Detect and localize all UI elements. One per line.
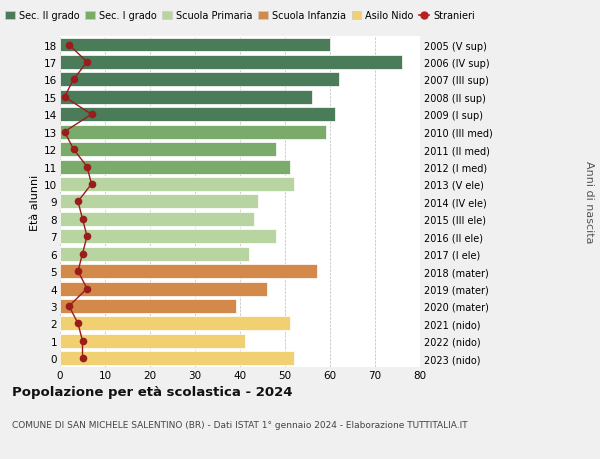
Bar — [60, 352, 294, 365]
Text: Popolazione per età scolastica - 2024: Popolazione per età scolastica - 2024 — [12, 385, 293, 398]
Bar — [60, 247, 249, 261]
Bar — [60, 90, 312, 105]
Legend: Sec. II grado, Sec. I grado, Scuola Primaria, Scuola Infanzia, Asilo Nido, Stran: Sec. II grado, Sec. I grado, Scuola Prim… — [1, 7, 479, 25]
Bar — [60, 230, 276, 244]
Bar — [60, 282, 267, 296]
Text: COMUNE DI SAN MICHELE SALENTINO (BR) - Dati ISTAT 1° gennaio 2024 - Elaborazione: COMUNE DI SAN MICHELE SALENTINO (BR) - D… — [12, 420, 467, 429]
Bar — [60, 334, 245, 348]
Bar — [60, 73, 339, 87]
Bar — [60, 178, 294, 191]
Bar — [60, 299, 236, 313]
Bar — [60, 317, 290, 330]
Bar — [60, 195, 258, 209]
Bar — [60, 39, 330, 52]
Bar — [60, 108, 335, 122]
Bar — [60, 264, 317, 279]
Bar — [60, 213, 254, 226]
Bar — [60, 143, 276, 157]
Y-axis label: Età alunni: Età alunni — [30, 174, 40, 230]
Bar — [60, 160, 290, 174]
Bar — [60, 125, 326, 140]
Bar — [60, 56, 402, 70]
Text: Anni di nascita: Anni di nascita — [584, 161, 594, 243]
